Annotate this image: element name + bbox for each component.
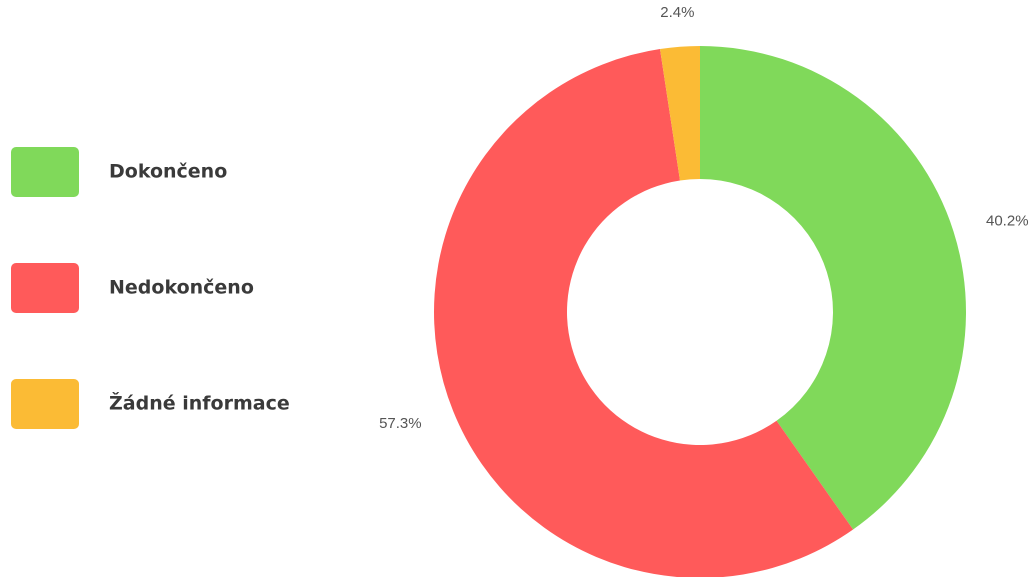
value-label: 2.4%	[660, 4, 694, 21]
value-label: 40.2%	[986, 212, 1029, 229]
legend-swatch	[11, 147, 79, 197]
value-label: 57.3%	[379, 415, 422, 432]
donut-slice	[700, 46, 967, 530]
donut-slice	[434, 49, 854, 577]
donut-slice	[660, 46, 700, 181]
legend-swatch	[11, 263, 79, 313]
legend-label: Nedokončeno	[109, 277, 254, 299]
legend-swatch	[11, 379, 79, 429]
legend-label: Žádné informace	[109, 392, 290, 415]
legend-label: Dokončeno	[109, 161, 227, 183]
